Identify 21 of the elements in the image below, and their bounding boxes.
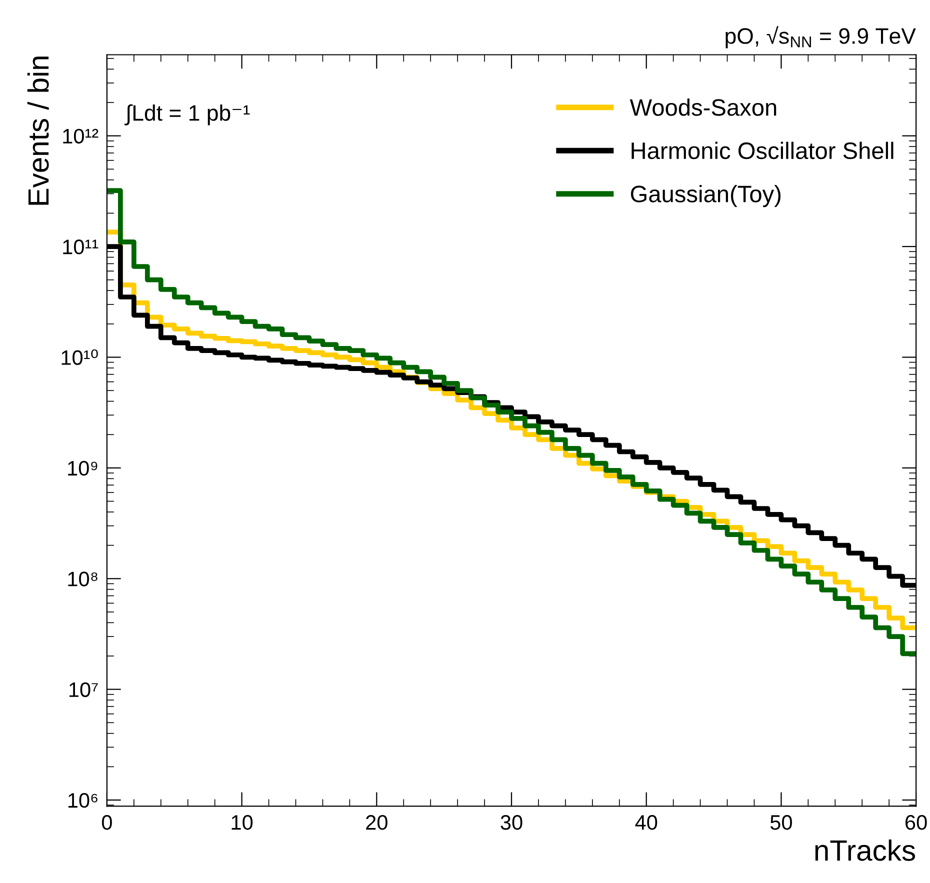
legend-label: Woods-Saxon bbox=[630, 98, 776, 116]
x-tick-label: 10 bbox=[232, 815, 253, 830]
text: pO, √s$_{NN}$ = 9.9 TeV bbox=[726, 26, 916, 48]
x-tick-label: 30 bbox=[500, 815, 522, 830]
y-tick-label: 10¹² bbox=[63, 128, 98, 144]
y-tick-label: 10⁸ bbox=[68, 572, 98, 586]
x-tick-label: 0 bbox=[102, 815, 112, 830]
x-tick-label: 20 bbox=[366, 815, 388, 830]
y-tick-label: 10⁷ bbox=[69, 682, 98, 698]
legend-label: Harmonic Oscillator Shell bbox=[632, 142, 894, 160]
y-tick-label: 10¹⁰ bbox=[62, 349, 98, 365]
y-tick-label: 10⁹ bbox=[68, 460, 98, 476]
y-tick-label: 10⁶ bbox=[68, 793, 98, 808]
x-tick-label: 50 bbox=[770, 815, 792, 830]
x-axis-title: nTracks bbox=[815, 839, 916, 861]
x-tick-label: 60 bbox=[906, 815, 927, 830]
x-tick-label: 40 bbox=[635, 815, 658, 830]
y-axis-title: Events / bin bbox=[27, 56, 49, 205]
annotation: ∫Ldt = 1 pb⁻¹ bbox=[124, 104, 250, 126]
y-tick-label: 10¹¹ bbox=[63, 240, 98, 254]
legend-label: Gaussian(Toy) bbox=[630, 185, 780, 208]
